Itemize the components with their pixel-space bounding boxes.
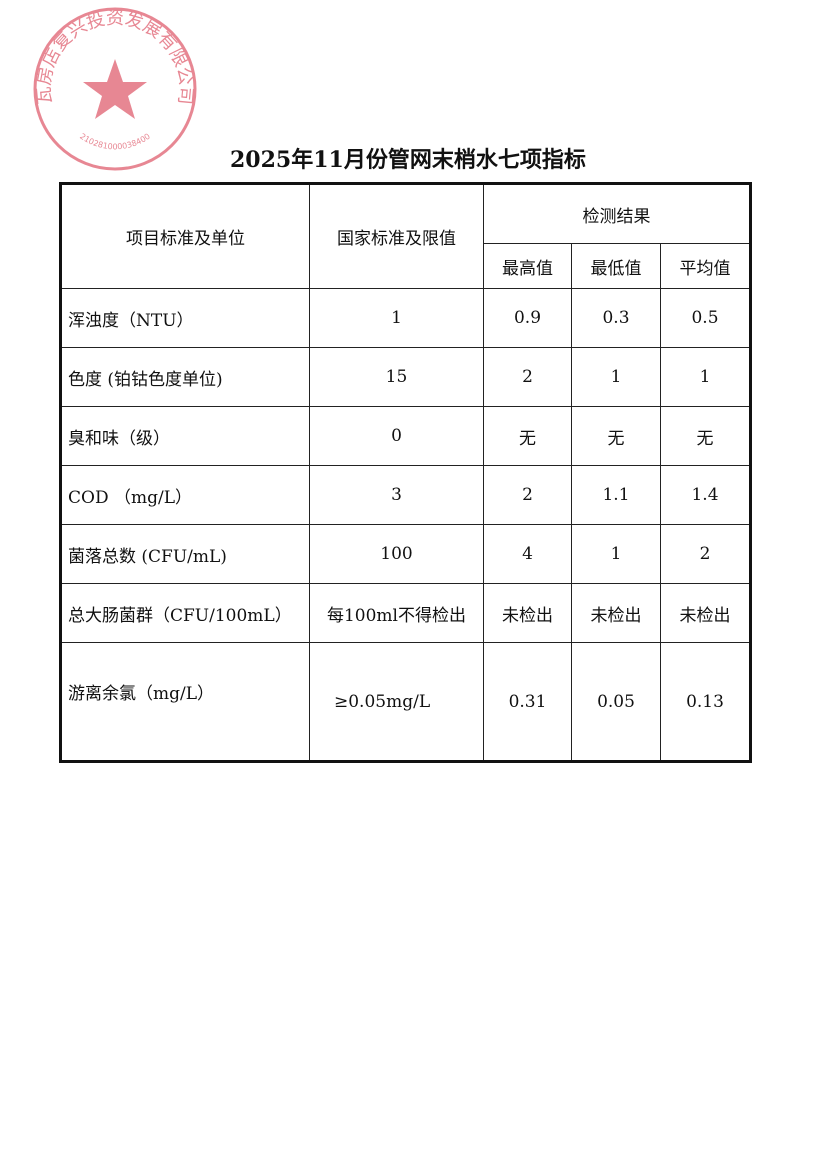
- cell-avg: 2: [660, 524, 751, 584]
- table-row: 总大肠菌群（CFU/100mL） 每100ml不得检出 未检出 未检出 未检出: [60, 583, 751, 643]
- cell-avg: 1: [660, 347, 751, 407]
- svg-text:210281000038400: 210281000038400: [78, 132, 152, 152]
- table-row: 臭和味（级） 0 无无无: [60, 406, 751, 466]
- cell-standard: 15: [309, 347, 484, 407]
- header-standard: 国家标准及限值: [309, 183, 484, 289]
- cell-item: 菌落总数 (CFU/mL): [60, 524, 310, 584]
- star-icon: [83, 59, 147, 119]
- header-min: 最低值: [571, 243, 661, 289]
- cell-min: 无: [571, 406, 661, 466]
- cell-max: 0.31: [483, 642, 572, 762]
- cell-standard: ≥0.05mg/L: [309, 642, 484, 762]
- cell-standard: 100: [309, 524, 484, 584]
- water-quality-table: 项目标准及单位 国家标准及限值 检测结果 最高值 最低值 平均值 浑浊度（NTU…: [59, 182, 752, 763]
- cell-avg: 无: [660, 406, 751, 466]
- cell-standard: 每100ml不得检出: [309, 583, 484, 643]
- cell-max: 4: [483, 524, 572, 584]
- cell-max: 2: [483, 465, 572, 525]
- page-title: 2025年11月份管网末梢水七项指标: [230, 147, 586, 173]
- cell-avg: 未检出: [660, 583, 751, 643]
- table-row: 菌落总数 (CFU/mL) 100 4 1 2: [60, 524, 751, 584]
- cell-avg: 1.4: [660, 465, 751, 525]
- cell-standard: 3: [309, 465, 484, 525]
- header-avg: 平均值: [660, 243, 751, 289]
- header-results: 检测结果: [483, 183, 751, 244]
- cell-min: 1: [571, 347, 661, 407]
- cell-min: 1: [571, 524, 661, 584]
- table-row: 浑浊度（NTU） 1 0.9 0.3 0.5: [60, 288, 751, 348]
- cell-min: 未检出: [571, 583, 661, 643]
- cell-avg: 0.13: [660, 642, 751, 762]
- cell-min: 1.1: [571, 465, 661, 525]
- cell-max: 无: [483, 406, 572, 466]
- cell-standard: 1: [309, 288, 484, 348]
- cell-item: 色度 (铂钴色度单位): [60, 347, 310, 407]
- header-max: 最高值: [483, 243, 572, 289]
- table-row: COD （mg/L） 3 2 1.1 1.4: [60, 465, 751, 525]
- table-row: 游离余氯（mg/L） ≥0.05mg/L 0.31 0.05 0.13: [60, 642, 751, 762]
- cell-min: 0.05: [571, 642, 661, 762]
- cell-min: 0.3: [571, 288, 661, 348]
- cell-max: 未检出: [483, 583, 572, 643]
- cell-avg: 0.5: [660, 288, 751, 348]
- seal-number: 210281000038400: [78, 132, 152, 152]
- table-row: 色度 (铂钴色度单位) 15 2 1 1: [60, 347, 751, 407]
- company-seal: 瓦房店复兴投资发展有限公司 210281000038400: [33, 7, 197, 171]
- cell-max: 2: [483, 347, 572, 407]
- cell-item: 浑浊度（NTU）: [60, 288, 310, 348]
- cell-item: 臭和味（级）: [60, 406, 310, 466]
- header-item: 项目标准及单位: [60, 183, 310, 289]
- cell-item: 总大肠菌群（CFU/100mL）: [60, 583, 310, 643]
- cell-standard: 0: [309, 406, 484, 466]
- cell-item: COD （mg/L）: [60, 465, 310, 525]
- cell-item: 游离余氯（mg/L）: [60, 642, 310, 762]
- cell-max: 0.9: [483, 288, 572, 348]
